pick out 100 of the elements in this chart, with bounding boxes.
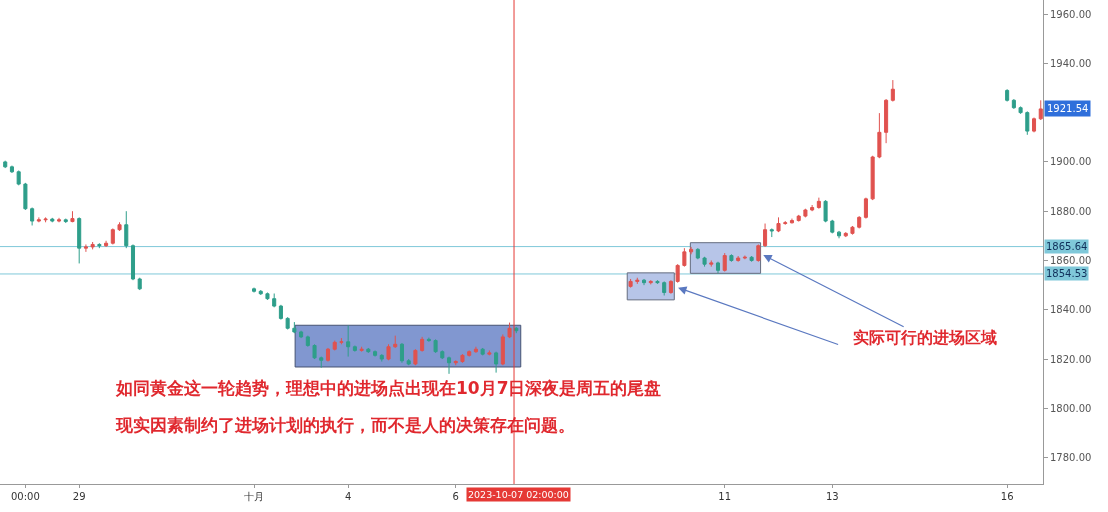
candlestick bbox=[426, 337, 431, 343]
candlestick bbox=[507, 322, 512, 339]
candlestick bbox=[729, 253, 734, 263]
candlestick bbox=[453, 359, 458, 366]
candlestick bbox=[1018, 105, 1023, 115]
candlestick bbox=[884, 98, 889, 144]
candlestick bbox=[668, 279, 673, 295]
candlestick bbox=[97, 242, 102, 249]
candlestick bbox=[77, 216, 82, 264]
candlestick bbox=[473, 346, 478, 353]
candlestick bbox=[870, 155, 875, 201]
y-tick-label: 1960.00 bbox=[1050, 8, 1092, 20]
candlestick bbox=[272, 293, 277, 308]
ref-line-label: 1854.53 bbox=[1046, 268, 1088, 279]
candlestick bbox=[285, 316, 290, 330]
candlestick bbox=[117, 221, 122, 232]
candlestick bbox=[325, 347, 331, 363]
candlestick bbox=[104, 240, 109, 247]
candlestick bbox=[1038, 99, 1043, 121]
x-tick-label: 11 bbox=[718, 491, 732, 502]
candlestick bbox=[30, 207, 35, 226]
candlestick bbox=[776, 216, 781, 233]
candlestick bbox=[796, 214, 801, 223]
candlestick bbox=[137, 277, 142, 291]
candlestick bbox=[16, 170, 21, 186]
candlestick bbox=[110, 227, 115, 245]
candlestick bbox=[23, 182, 28, 211]
x-tick-label: 6 bbox=[452, 491, 459, 502]
candlestick bbox=[319, 357, 324, 369]
text: 1921.54 bbox=[1047, 103, 1089, 114]
candlestick bbox=[43, 216, 48, 223]
annotation: 现实因素制约了进场计划的执行，而不是人的决策存在问题。 bbox=[115, 415, 575, 435]
candlestick bbox=[857, 215, 862, 229]
candlestick bbox=[500, 333, 505, 366]
candlestick bbox=[682, 247, 687, 268]
y-tick-label: 1820.00 bbox=[1050, 353, 1092, 365]
candlestick bbox=[628, 278, 633, 289]
candlestick bbox=[447, 356, 452, 375]
candlestick bbox=[635, 277, 640, 285]
candlestick bbox=[386, 343, 391, 361]
candlestick bbox=[467, 349, 472, 358]
candlestick bbox=[890, 79, 895, 103]
candlestick bbox=[769, 227, 774, 238]
candlestick bbox=[1005, 88, 1010, 103]
annotation: 实际可行的进场区域 bbox=[853, 328, 997, 347]
candlestick bbox=[440, 349, 445, 360]
candlestick bbox=[346, 325, 351, 358]
candlestick bbox=[352, 345, 357, 353]
candlestick bbox=[130, 243, 136, 281]
candlestick bbox=[460, 353, 465, 364]
candlestick bbox=[70, 210, 75, 223]
candlestick bbox=[373, 349, 378, 358]
x-tick-label: 16 bbox=[1000, 491, 1014, 502]
candlestick bbox=[305, 335, 310, 348]
y-tick-label: 1860.00 bbox=[1050, 254, 1092, 266]
x-tick-label: 13 bbox=[825, 491, 839, 502]
candlestick bbox=[124, 210, 129, 249]
candlestick bbox=[83, 243, 88, 253]
candlestick bbox=[749, 255, 754, 263]
candlestick bbox=[1011, 98, 1016, 110]
candlestick bbox=[50, 217, 55, 223]
x-tick-label: 十月 bbox=[244, 491, 265, 502]
y-tick-label: 1880.00 bbox=[1050, 205, 1092, 217]
candlestick bbox=[823, 199, 828, 223]
candlestick bbox=[292, 321, 297, 334]
candlestick bbox=[722, 252, 727, 273]
candlestick bbox=[379, 353, 384, 363]
candlestick bbox=[393, 335, 398, 348]
candlestick bbox=[487, 349, 492, 356]
y-tick-label: 1780.00 bbox=[1050, 452, 1092, 464]
x-tick-label: 00:00 bbox=[10, 491, 40, 502]
y-tick-label: 1840.00 bbox=[1050, 304, 1092, 316]
candlestick bbox=[763, 223, 768, 248]
candlestick bbox=[494, 351, 499, 374]
x-tick-label: 4 bbox=[344, 491, 352, 502]
candlestick bbox=[3, 160, 8, 169]
candlestick bbox=[359, 346, 364, 353]
candlestick bbox=[695, 247, 700, 260]
candlestick bbox=[702, 256, 707, 268]
candlestick bbox=[642, 279, 647, 286]
candlestick bbox=[1032, 117, 1037, 133]
candlestick bbox=[399, 342, 404, 364]
y-tick-label: 1800.00 bbox=[1050, 402, 1092, 414]
candlestick bbox=[830, 219, 835, 234]
candlestick bbox=[480, 347, 485, 356]
candlestick bbox=[803, 208, 808, 218]
candlestick bbox=[837, 230, 842, 239]
candlestick bbox=[709, 259, 714, 268]
candlestick bbox=[810, 204, 815, 211]
candlestick bbox=[736, 255, 741, 261]
candlestick bbox=[9, 165, 14, 174]
candlestick bbox=[850, 225, 855, 236]
candlestick bbox=[1025, 110, 1030, 136]
candlestick bbox=[789, 218, 794, 225]
y-tick-label: 1900.00 bbox=[1050, 156, 1092, 168]
candlestick bbox=[299, 330, 304, 339]
candlestick bbox=[90, 241, 95, 250]
candlestick bbox=[36, 216, 41, 223]
candlestick bbox=[648, 279, 653, 285]
candlestick bbox=[675, 263, 680, 284]
